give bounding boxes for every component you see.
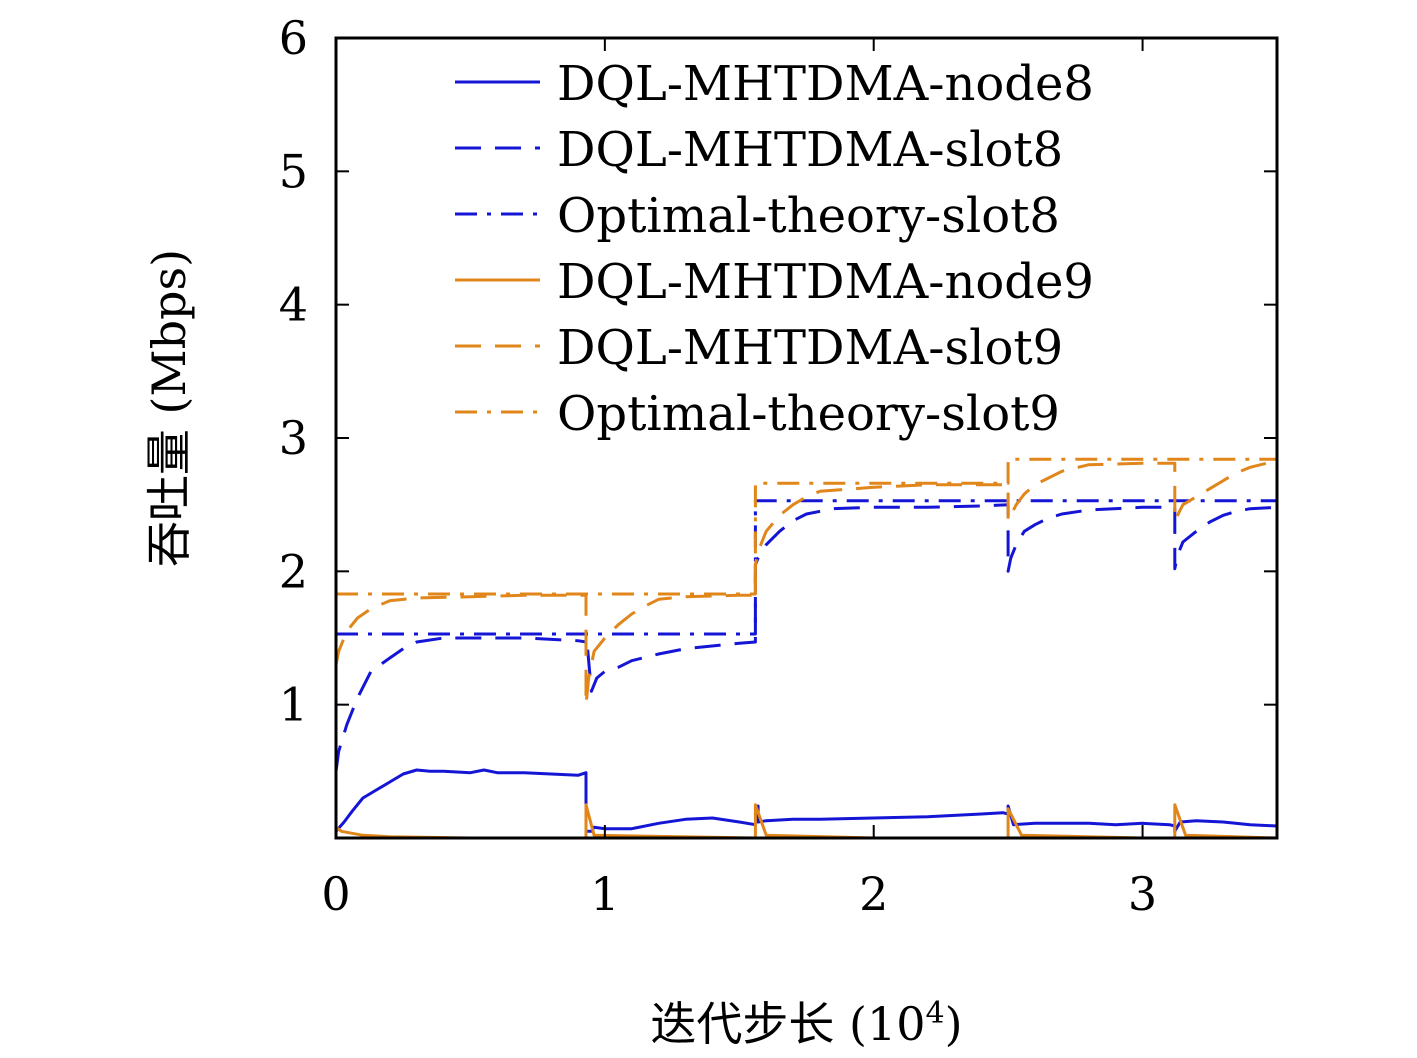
legend-label-5: DQL-MHTDMA-slot9	[557, 320, 1063, 376]
x-tick-label: 0	[321, 867, 350, 921]
x-axis-label-exponent: 4	[926, 996, 945, 1031]
legend-label-4: DQL-MHTDMA-node9	[557, 254, 1094, 310]
y-axis-label: 吞吐量 (Mbps)	[142, 249, 196, 567]
series-layer	[336, 457, 1277, 838]
series-line-5	[336, 459, 1277, 707]
legend-label-3: Optimal-theory-slot8	[557, 188, 1060, 244]
y-tick-label: 2	[279, 544, 308, 598]
y-tick-label: 5	[279, 144, 308, 198]
series-line-2	[336, 503, 1277, 772]
series-line-1	[336, 768, 1277, 833]
x-tick-label: 1	[590, 867, 619, 921]
y-tick-label: 1	[279, 678, 308, 732]
axis-ticks: 0 1 2 3 1 2 3 4 5 6	[279, 11, 1277, 921]
y-tick-label: 4	[279, 278, 308, 332]
x-axis-label: 迭代步长 (104)	[650, 996, 962, 1052]
legend-label-2: DQL-MHTDMA-slot8	[557, 122, 1063, 178]
series-line-3	[336, 499, 1277, 636]
legend-label-6: Optimal-theory-slot9	[557, 386, 1060, 442]
legend-label-1: DQL-MHTDMA-node8	[557, 56, 1094, 112]
series-line-4	[336, 803, 1277, 838]
legend: DQL-MHTDMA-node8 DQL-MHTDMA-slot8 Optimal-…	[455, 56, 1094, 442]
x-tick-label: 3	[1128, 867, 1157, 921]
series-line-6	[336, 457, 1277, 596]
y-tick-label: 3	[279, 411, 308, 465]
x-tick-label: 2	[859, 867, 888, 921]
y-tick-label: 6	[279, 11, 308, 65]
